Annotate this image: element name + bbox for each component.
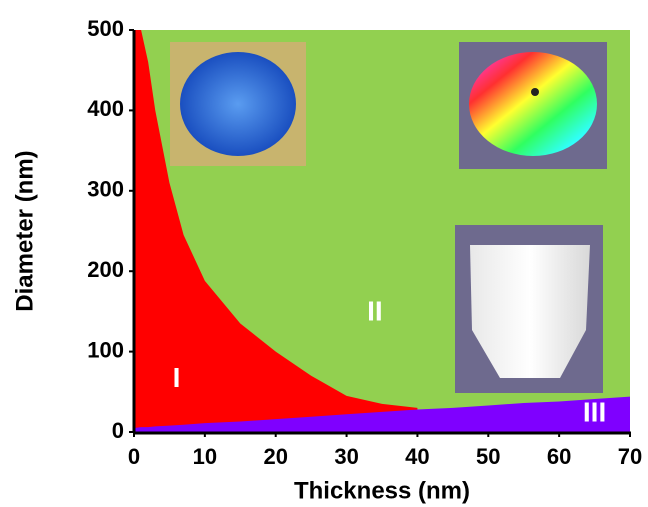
region-label: I [173,362,181,393]
inset-vortex [469,52,597,156]
region-label: II [367,295,383,326]
x-tick-label: 0 [128,444,140,469]
y-tick-label: 0 [112,418,124,443]
x-tick-label: 60 [547,444,571,469]
inset-skyrmion-lattice [180,52,296,156]
y-tick-label: 400 [87,96,124,121]
x-axis-label: Thickness (nm) [294,477,470,504]
x-tick-label: 10 [193,444,217,469]
x-tick-label: 20 [263,444,287,469]
y-tick-label: 200 [87,257,124,282]
region-area [134,396,630,432]
x-tick-label: 50 [476,444,500,469]
y-tick-label: 100 [87,337,124,362]
insets [170,42,607,393]
y-axis-label: Diameter (nm) [11,150,38,311]
x-tick-label: 40 [405,444,429,469]
region-label: III [583,397,606,428]
y-tick-label: 300 [87,177,124,202]
region-area [134,30,418,432]
inset-vortex-core [531,88,539,96]
x-tick-label: 70 [618,444,642,469]
inset-uniform-state [470,245,590,378]
y-tick-label: 500 [87,16,124,41]
x-tick-label: 30 [334,444,358,469]
axes [129,29,631,437]
